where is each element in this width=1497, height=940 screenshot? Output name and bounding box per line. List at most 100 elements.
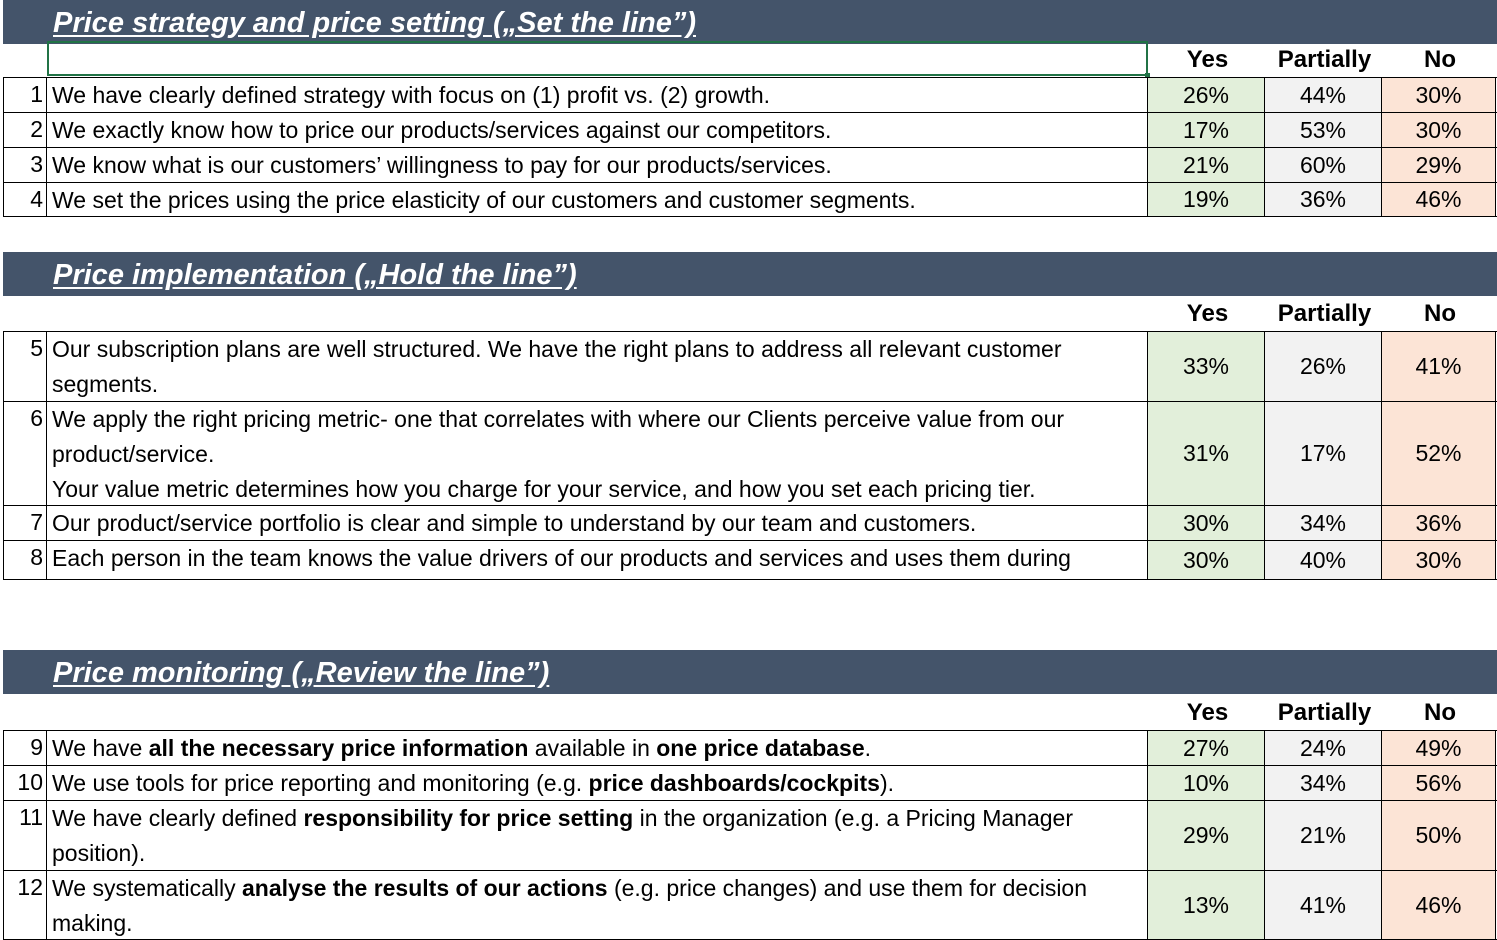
- text-run: We have clearly defined: [52, 805, 304, 831]
- table-row: 9 We have all the necessary price informa…: [3, 730, 1497, 765]
- value-cell-partially[interactable]: 24%: [1265, 731, 1382, 765]
- row-number[interactable]: 10: [3, 766, 47, 800]
- row-number[interactable]: 1: [3, 78, 47, 112]
- text-run: available in: [528, 735, 657, 761]
- value-cell-partially[interactable]: 17%: [1265, 402, 1382, 505]
- value-cell-partially[interactable]: 36%: [1265, 183, 1382, 216]
- value-cell-partially[interactable]: 41%: [1265, 871, 1382, 939]
- row-number[interactable]: 6: [3, 402, 47, 505]
- table-row: 8 Each person in the team knows the value…: [3, 540, 1497, 580]
- text-run: We systematically: [52, 875, 243, 901]
- text-run: Our subscription plans are well structur…: [52, 336, 1062, 397]
- value-cell-partially[interactable]: 40%: [1265, 541, 1382, 579]
- row-number[interactable]: 9: [3, 731, 47, 765]
- value-cell-no[interactable]: 36%: [1382, 506, 1496, 540]
- section-header-2: Price implementation („Hold the line”): [3, 252, 1497, 296]
- value-cell-yes[interactable]: 30%: [1148, 506, 1265, 540]
- value-cell-yes[interactable]: 13%: [1148, 871, 1265, 939]
- question-text[interactable]: We set the prices using the price elasti…: [47, 183, 1148, 216]
- question-text[interactable]: Each person in the team knows the value …: [47, 541, 1148, 579]
- question-text[interactable]: We use tools for price reporting and mon…: [47, 766, 1148, 800]
- value-cell-no[interactable]: 41%: [1382, 332, 1496, 401]
- value-cell-yes[interactable]: 10%: [1148, 766, 1265, 800]
- value-cell-yes[interactable]: 17%: [1148, 113, 1265, 147]
- col-header-partially: Partially: [1277, 46, 1372, 73]
- section-title: Price strategy and price setting („Set t…: [53, 7, 696, 39]
- question-text[interactable]: We have all the necessary price informat…: [47, 731, 1148, 765]
- table-row: 12 We systematically analyse the results …: [3, 870, 1497, 940]
- value-cell-partially[interactable]: 21%: [1265, 801, 1382, 870]
- question-text[interactable]: We exactly know how to price our product…: [47, 113, 1148, 147]
- question-text[interactable]: We have clearly defined responsibility f…: [47, 801, 1148, 870]
- value-cell-yes[interactable]: 33%: [1148, 332, 1265, 401]
- table-row: 7 Our product/service portfolio is clear …: [3, 505, 1497, 540]
- text-run: Our product/service portfolio is clear a…: [52, 510, 977, 536]
- question-text[interactable]: Our subscription plans are well structur…: [47, 332, 1148, 401]
- question-text[interactable]: We have clearly defined strategy with fo…: [47, 78, 1148, 112]
- value-cell-no[interactable]: 30%: [1382, 541, 1496, 579]
- bold-text: all the necessary price information: [148, 735, 529, 761]
- text-run: We set the prices using the price elasti…: [52, 187, 916, 213]
- value-cell-yes[interactable]: 29%: [1148, 801, 1265, 870]
- row-number[interactable]: 12: [3, 871, 47, 939]
- bold-text: responsibility for price setting: [303, 805, 634, 831]
- text-run: We exactly know how to price our product…: [52, 117, 832, 143]
- value-cell-yes[interactable]: 30%: [1148, 541, 1265, 579]
- col-header-yes: Yes: [1186, 46, 1229, 73]
- value-cell-no[interactable]: 29%: [1382, 148, 1496, 182]
- row-number[interactable]: 4: [3, 183, 47, 216]
- value-cell-partially[interactable]: 44%: [1265, 78, 1382, 112]
- text-run: Your value metric determines how you cha…: [52, 476, 1036, 502]
- row-number[interactable]: 7: [3, 506, 47, 540]
- row-number[interactable]: 8: [3, 541, 47, 579]
- text-run: (e.g. price changes) and use them for de…: [52, 875, 1088, 936]
- value-cell-no[interactable]: 52%: [1382, 402, 1496, 505]
- section-title: Price implementation („Hold the line”): [53, 259, 577, 291]
- row-number[interactable]: 3: [3, 148, 47, 182]
- value-cell-yes[interactable]: 21%: [1148, 148, 1265, 182]
- col-header-yes: Yes: [1186, 699, 1229, 726]
- question-text[interactable]: Our product/service portfolio is clear a…: [47, 506, 1148, 540]
- value-cell-yes[interactable]: 26%: [1148, 78, 1265, 112]
- bold-text: one price database: [656, 735, 865, 761]
- question-text[interactable]: We systematically analyse the results of…: [47, 871, 1148, 939]
- value-cell-no[interactable]: 30%: [1382, 78, 1496, 112]
- col-header-no: No: [1424, 300, 1456, 327]
- col-header-no: No: [1424, 46, 1456, 73]
- selected-cell[interactable]: [47, 41, 1150, 78]
- value-cell-partially[interactable]: 34%: [1265, 506, 1382, 540]
- value-cell-no[interactable]: 46%: [1382, 871, 1496, 939]
- bold-text: analyse the results of our actions: [242, 875, 608, 901]
- value-cell-no[interactable]: 46%: [1382, 183, 1496, 216]
- table-row: 4 We set the prices using the price elast…: [3, 182, 1497, 217]
- table-row: 5 Our subscription plans are well structu…: [3, 331, 1497, 401]
- value-cell-no[interactable]: 49%: [1382, 731, 1496, 765]
- table-row: 10 We use tools for price reporting and m…: [3, 765, 1497, 800]
- question-text[interactable]: We know what is our customers’ willingne…: [47, 148, 1148, 182]
- row-number[interactable]: 5: [3, 332, 47, 401]
- value-cell-no[interactable]: 30%: [1382, 113, 1496, 147]
- table-row: 2 We exactly know how to price our produc…: [3, 112, 1497, 147]
- text-run: Each person in the team knows the value …: [52, 545, 1071, 571]
- text-run: We use tools for price reporting and mon…: [52, 770, 589, 796]
- value-cell-no[interactable]: 56%: [1382, 766, 1496, 800]
- question-text[interactable]: We apply the right pricing metric- one t…: [47, 402, 1148, 505]
- value-cell-yes[interactable]: 19%: [1148, 183, 1265, 216]
- row-number[interactable]: 11: [3, 801, 47, 870]
- value-cell-partially[interactable]: 53%: [1265, 113, 1382, 147]
- value-cell-partially[interactable]: 60%: [1265, 148, 1382, 182]
- value-cell-yes[interactable]: 31%: [1148, 402, 1265, 505]
- text-run: We know what is our customers’ willingne…: [52, 152, 832, 178]
- value-cell-no[interactable]: 50%: [1382, 801, 1496, 870]
- text-run: .: [864, 735, 871, 761]
- table-row: 3 We know what is our customers’ willingn…: [3, 147, 1497, 182]
- value-cell-partially[interactable]: 26%: [1265, 332, 1382, 401]
- bold-text: price dashboards/cockpits: [588, 770, 880, 796]
- section-header-1: Price strategy and price setting („Set t…: [3, 0, 1497, 44]
- value-cell-partially[interactable]: 34%: [1265, 766, 1382, 800]
- row-number[interactable]: 2: [3, 113, 47, 147]
- table-row: 11 We have clearly defined responsibility…: [3, 800, 1497, 870]
- col-header-partially: Partially: [1277, 300, 1372, 327]
- section-title: Price monitoring („Review the line”): [53, 657, 550, 689]
- value-cell-yes[interactable]: 27%: [1148, 731, 1265, 765]
